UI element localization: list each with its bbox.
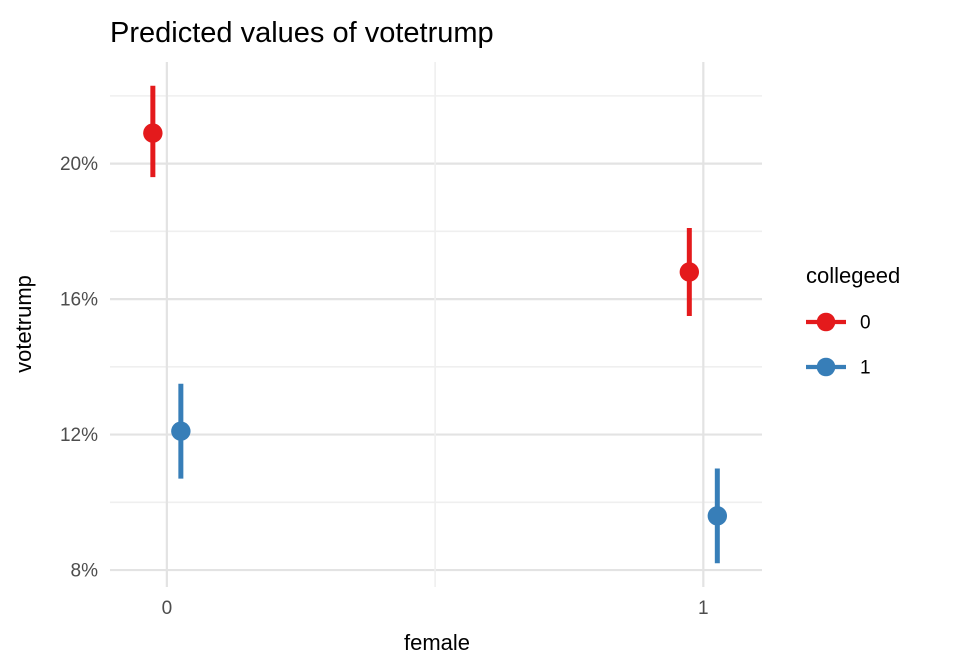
point-estimate-0-female-1 [679, 262, 700, 282]
y-tick-label: 16% [60, 290, 98, 311]
legend-key-point-1 [816, 357, 836, 377]
y-tick-label: 12% [60, 425, 98, 446]
legend-key-point-0 [816, 312, 836, 332]
legend-title: collegeed [806, 263, 900, 288]
legend-label-1: 1 [860, 358, 871, 379]
y-axis-title: votetrump [11, 275, 36, 373]
x-tick-label: 1 [698, 598, 709, 619]
point-estimate-1-female-1 [707, 506, 728, 526]
y-tick-label: 8% [71, 561, 99, 582]
axis-tick-labels: 8% 12% 16% 20% 0 1 [60, 154, 709, 619]
gridlines [110, 62, 762, 587]
y-tick-label: 20% [60, 154, 98, 175]
x-tick-label: 0 [162, 598, 173, 619]
chart-title: Predicted values of votetrump [110, 17, 494, 49]
legend-label-0: 0 [860, 313, 871, 334]
point-estimate-1-female-0 [171, 421, 191, 441]
point-estimate-0-female-0 [143, 123, 163, 143]
series-layer [143, 85, 728, 564]
legend-entries: 01 [806, 313, 871, 379]
x-axis-title: female [404, 630, 470, 655]
